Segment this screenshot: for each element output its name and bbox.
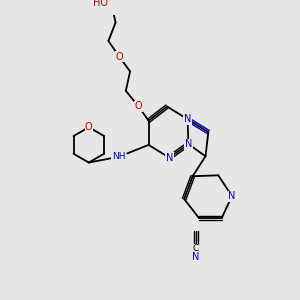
Text: N: N: [184, 114, 191, 124]
Text: O: O: [116, 52, 123, 62]
Text: HO: HO: [93, 0, 108, 8]
Text: O: O: [135, 101, 142, 112]
Text: NH: NH: [112, 152, 125, 161]
Text: O: O: [85, 122, 93, 132]
Text: C: C: [192, 244, 199, 253]
Text: N: N: [185, 139, 192, 149]
Text: N: N: [192, 252, 199, 262]
Text: N: N: [166, 153, 173, 163]
Text: N: N: [228, 191, 236, 201]
